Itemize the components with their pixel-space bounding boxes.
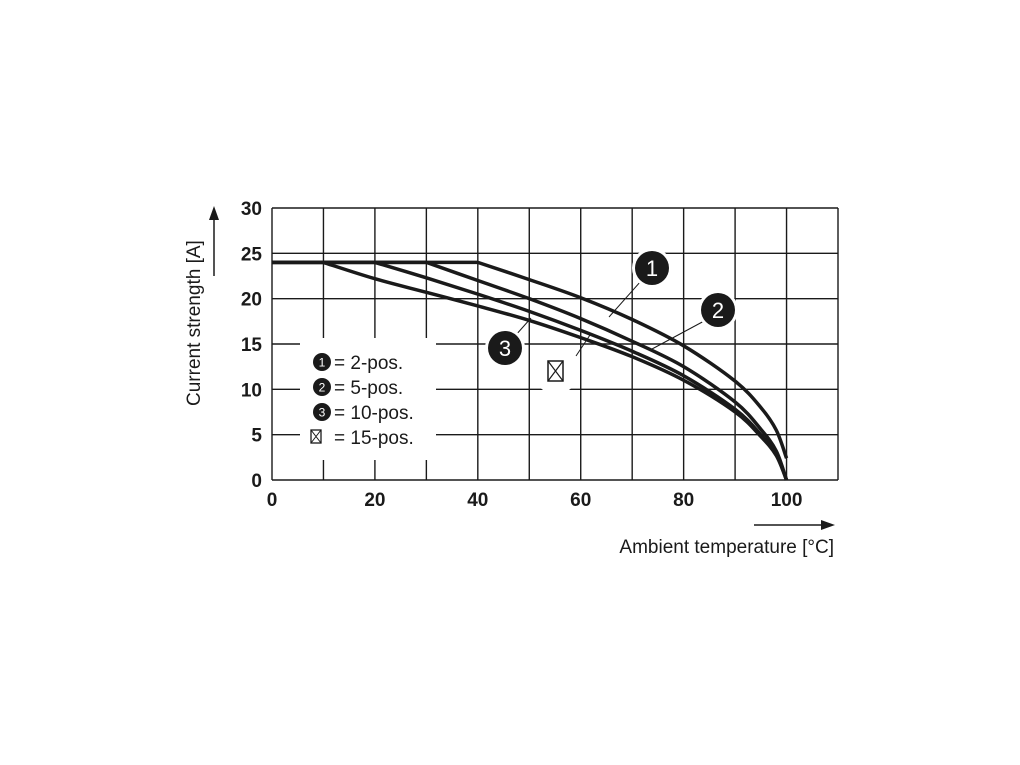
marker-3-icon [313, 403, 331, 421]
series-lines [272, 260, 789, 481]
callout-1-marker [635, 251, 669, 285]
legend-item-10pos: 3 = 10-pos. [313, 403, 414, 424]
x-tick-label: 80 [673, 490, 694, 511]
marker-2-number: 2 [319, 381, 326, 395]
callout-1-leader [608, 280, 642, 318]
callout-3-number: 3 [499, 336, 511, 361]
marker-3-number: 3 [319, 406, 326, 420]
legend: 1 = 2-pos. 2 = 5-pos. 3 = 10-pos. = 15-p… [300, 338, 436, 460]
x-axis-label: Ambient temperature [°C] [619, 537, 834, 558]
y-tick-label: 10 [241, 380, 262, 401]
y-tick-label: 25 [241, 244, 263, 265]
callout-2-leader [651, 319, 707, 350]
x-axis-arrowhead-icon [821, 520, 835, 530]
y-tick-label: 20 [241, 290, 262, 311]
y-axis-label: Current strength [A] [184, 240, 205, 406]
legend-item-15pos: = 15-pos. [310, 428, 414, 449]
x-tick-label: 0 [267, 490, 278, 511]
callout-2-number: 2 [712, 298, 724, 323]
series-line-5pos [272, 260, 789, 481]
legend-item-5pos: 2 = 5-pos. [313, 378, 403, 399]
marker-2-icon [313, 378, 331, 396]
callout-15pos-leader [575, 334, 591, 357]
crossed-box-icon [310, 429, 322, 444]
x-tick-label: 20 [364, 490, 385, 511]
x-axis-label-group: Ambient temperature [°C] [619, 520, 835, 558]
marker-1-number: 1 [319, 356, 326, 370]
series-line-2pos [272, 260, 789, 459]
y-tick-label: 30 [241, 199, 262, 220]
legend-label-15pos: = 15-pos. [334, 428, 414, 449]
x-tick-label: 60 [570, 490, 591, 511]
callout-1-number: 1 [646, 256, 658, 281]
y-tick-label: 0 [251, 471, 262, 492]
y-axis-arrowhead-icon [209, 206, 219, 220]
callout-2-marker [701, 293, 735, 327]
x-tick-label: 100 [771, 490, 803, 511]
y-tick-label: 15 [241, 335, 263, 356]
tick-labels: 0 20 40 60 80 100 0 5 10 15 20 25 30 [241, 199, 803, 511]
legend-label-5pos: = 5-pos. [334, 378, 403, 399]
legend-item-2pos: 1 = 2-pos. [313, 353, 403, 374]
y-tick-label: 5 [251, 426, 262, 447]
callout-crossed-box-icon [547, 360, 564, 382]
grid [271, 207, 839, 481]
y-axis-label-group: Current strength [A] [184, 206, 219, 406]
x-tick-label: 40 [467, 490, 488, 511]
series-line-15pos [272, 260, 789, 481]
callout-3-marker [488, 331, 522, 365]
legend-label-10pos: = 10-pos. [334, 403, 414, 424]
marker-1-icon [313, 353, 331, 371]
callouts: 1 2 3 [485, 248, 738, 394]
legend-label-2pos: = 2-pos. [334, 353, 403, 374]
